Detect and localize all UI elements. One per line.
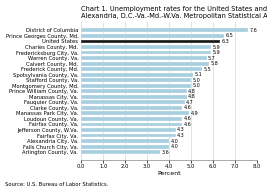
Bar xyxy=(81,84,191,88)
Bar xyxy=(81,29,249,32)
Bar xyxy=(81,78,191,82)
Text: 4.6: 4.6 xyxy=(184,122,191,127)
Bar xyxy=(81,139,169,143)
Text: 3.6: 3.6 xyxy=(162,150,170,155)
Text: 5.0: 5.0 xyxy=(193,78,200,83)
Bar xyxy=(81,106,182,110)
Text: 4.8: 4.8 xyxy=(188,89,196,94)
Text: 7.6: 7.6 xyxy=(250,28,258,33)
Bar xyxy=(81,40,220,43)
Bar xyxy=(81,100,185,104)
Bar xyxy=(81,145,169,149)
Bar xyxy=(81,89,187,93)
Text: 4.9: 4.9 xyxy=(190,111,198,116)
Text: 5.8: 5.8 xyxy=(210,61,218,66)
Bar xyxy=(81,62,209,66)
Bar xyxy=(81,122,182,126)
Text: 4.6: 4.6 xyxy=(184,116,191,121)
Text: 4.6: 4.6 xyxy=(184,105,191,110)
Text: 5.9: 5.9 xyxy=(212,50,220,55)
Text: 4.3: 4.3 xyxy=(177,128,185,132)
Bar xyxy=(81,56,207,60)
Text: 5.5: 5.5 xyxy=(203,67,211,72)
Text: 5.9: 5.9 xyxy=(212,45,220,50)
Bar xyxy=(81,150,160,154)
Text: 4.0: 4.0 xyxy=(171,144,178,149)
X-axis label: Percent: Percent xyxy=(158,171,181,176)
Text: 4.7: 4.7 xyxy=(186,100,194,105)
Bar xyxy=(81,128,176,132)
Text: 5.1: 5.1 xyxy=(195,72,202,77)
Text: 6.3: 6.3 xyxy=(221,39,229,44)
Bar xyxy=(81,51,211,54)
Bar xyxy=(81,117,182,121)
Text: 4.0: 4.0 xyxy=(171,139,178,144)
Text: Chart 1. Unemployment rates for the United States and counties in the Washington: Chart 1. Unemployment rates for the Unit… xyxy=(81,5,267,19)
Text: 6.5: 6.5 xyxy=(226,33,233,39)
Bar xyxy=(81,95,187,99)
Bar xyxy=(81,34,224,38)
Text: Source: U.S. Bureau of Labor Statistics.: Source: U.S. Bureau of Labor Statistics. xyxy=(5,182,109,187)
Bar xyxy=(81,134,176,137)
Bar xyxy=(81,112,189,115)
Bar xyxy=(81,45,211,49)
Bar xyxy=(81,73,193,77)
Text: 4.3: 4.3 xyxy=(177,133,185,138)
Text: 4.8: 4.8 xyxy=(188,94,196,99)
Text: 5.7: 5.7 xyxy=(208,56,216,61)
Text: 5.0: 5.0 xyxy=(193,83,200,88)
Bar xyxy=(81,67,202,71)
